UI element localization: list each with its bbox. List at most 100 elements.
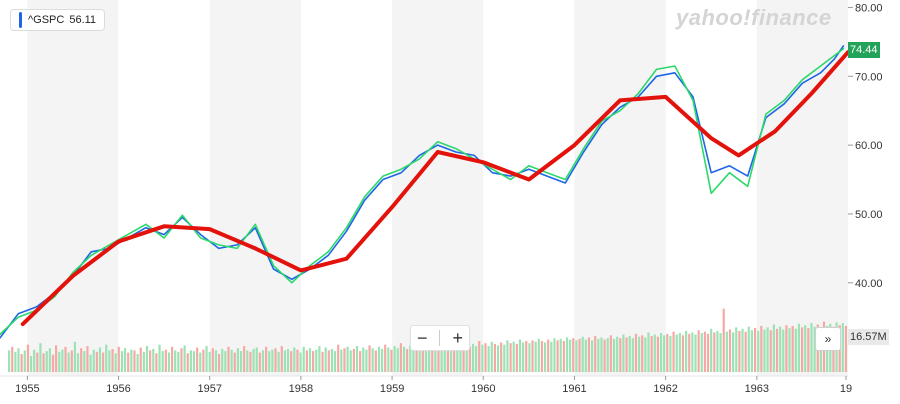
- last-price-tag: 74.44: [848, 42, 880, 58]
- volume-bar: [616, 336, 619, 372]
- x-tick-label: 1959: [380, 383, 404, 395]
- volume-bar: [428, 348, 431, 372]
- volume-bar: [634, 333, 638, 372]
- volume-bar: [631, 338, 634, 372]
- yahoo-finance-logo: yahoo!finance: [676, 5, 832, 30]
- volume-bar: [261, 350, 265, 372]
- volume-bar: [788, 328, 791, 372]
- year-band-1963: [756, 0, 848, 376]
- volume-bar: [108, 350, 111, 372]
- volume-bar: [710, 328, 713, 372]
- volume-bar: [355, 346, 359, 372]
- volume-bar: [211, 348, 214, 372]
- volume-bar: [352, 348, 355, 372]
- ticker-badge[interactable]: ^GSPC 56.11: [10, 9, 106, 31]
- expand-chart-button[interactable]: »: [815, 327, 841, 351]
- zoom-divider: [439, 330, 441, 346]
- volume-bar: [713, 332, 716, 372]
- volume-bar: [362, 347, 365, 372]
- volume-bar: [302, 346, 305, 372]
- comparison-series-line: [0, 47, 845, 336]
- ticker-value: 56.11: [69, 14, 97, 26]
- volume-bar: [380, 348, 384, 372]
- volume-bar: [431, 344, 434, 372]
- volume-bar: [377, 346, 381, 372]
- volume-bar: [177, 351, 180, 372]
- volume-bar: [794, 328, 797, 372]
- zoom-in-button[interactable]: +: [452, 328, 463, 348]
- volume-bar: [725, 331, 728, 372]
- volume-bar: [36, 352, 39, 372]
- x-tick-label: 1955: [15, 383, 39, 395]
- x-tick-label: 1963: [745, 383, 769, 395]
- volume-bar: [205, 346, 208, 372]
- volume-bar: [844, 325, 848, 372]
- volume-bar: [603, 339, 606, 372]
- volume-bar: [424, 346, 428, 372]
- volume-bar: [155, 353, 158, 372]
- volume-bar: [650, 336, 653, 372]
- volume-bar: [123, 348, 127, 372]
- volume-bar: [706, 333, 710, 372]
- volume-bar: [841, 323, 844, 372]
- volume-bar: [653, 334, 656, 372]
- volume-bar: [349, 350, 352, 372]
- volume-bar: [252, 348, 255, 372]
- volume-bar: [221, 348, 224, 372]
- volume-bar: [283, 350, 287, 372]
- volume-bar: [534, 341, 537, 372]
- volume-bar: [791, 325, 794, 372]
- volume-bar: [399, 343, 402, 372]
- volume-bar: [575, 340, 578, 372]
- volume-bar: [196, 347, 199, 372]
- volume-bar: [268, 351, 271, 372]
- x-tick-label: 19: [840, 383, 852, 395]
- volume-bar: [130, 349, 133, 372]
- series-color-swatch: [19, 12, 22, 28]
- volume-bar: [139, 347, 142, 372]
- volume-bar: [48, 348, 51, 372]
- x-tick-label: 1957: [197, 383, 221, 395]
- volume-bar: [525, 341, 528, 372]
- volume-bar: [553, 338, 556, 372]
- volume-bar: [421, 343, 424, 372]
- volume-bar: [324, 347, 327, 372]
- volume-bar: [246, 350, 249, 372]
- volume-bar: [581, 336, 584, 372]
- volume-bar: [192, 351, 196, 372]
- volume-bar: [239, 351, 243, 372]
- volume-bar: [80, 348, 83, 372]
- volume-bar: [753, 328, 757, 372]
- volume-bar: [500, 342, 503, 372]
- volume-bar: [522, 342, 525, 372]
- volume-bar: [562, 341, 565, 372]
- volume-bar: [694, 334, 697, 372]
- volume-bar: [775, 328, 779, 372]
- volume-bar: [453, 347, 456, 372]
- volume-bar: [117, 346, 120, 372]
- volume-bar: [371, 348, 374, 372]
- volume-bar: [230, 349, 233, 372]
- volume-bar: [76, 353, 80, 372]
- volume-bar: [678, 333, 681, 372]
- zoom-out-button[interactable]: −: [416, 328, 428, 348]
- volume-bar: [484, 343, 487, 372]
- volume-bar: [280, 346, 283, 372]
- volume-bar: [274, 348, 277, 372]
- volume-bar: [202, 349, 205, 372]
- volume-bar: [669, 336, 672, 372]
- volume-bar: [515, 343, 518, 372]
- volume-bar: [149, 350, 152, 372]
- volume-bar: [675, 334, 678, 372]
- volume-bar: [418, 348, 421, 372]
- volume-bar: [174, 350, 177, 372]
- volume-bar: [105, 344, 108, 372]
- volume-bar: [406, 348, 409, 372]
- volume-bar: [738, 330, 741, 372]
- volume-bar: [584, 339, 587, 372]
- volume-bar: [578, 338, 581, 372]
- volume-bar: [697, 330, 700, 372]
- volume-bar: [189, 350, 192, 372]
- volume-bar: [258, 352, 261, 372]
